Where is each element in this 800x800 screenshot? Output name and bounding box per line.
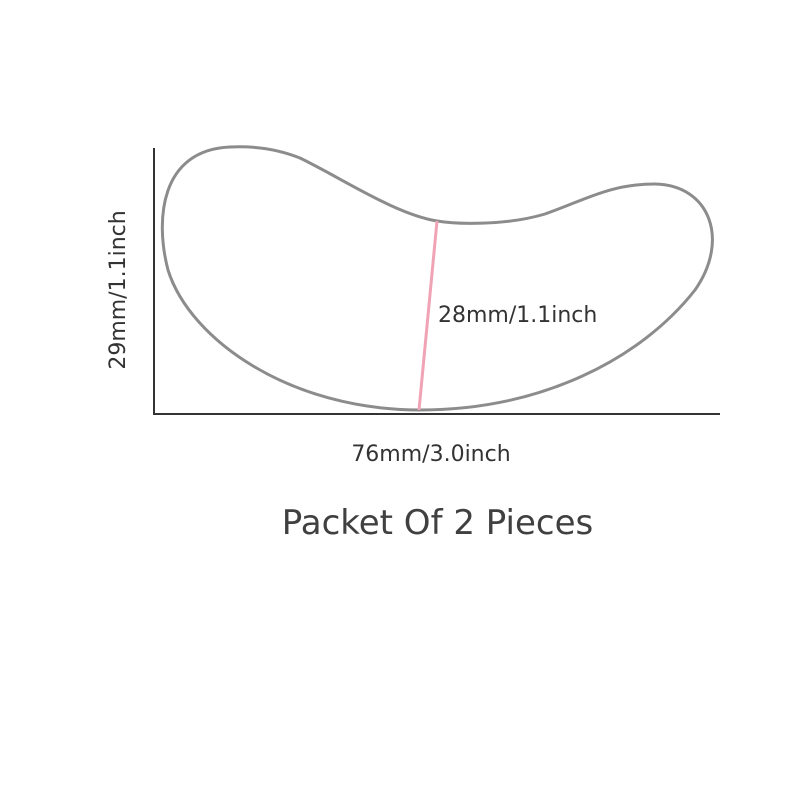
inner-height-measure-line [417, 220, 439, 411]
packet-caption: Packet Of 2 Pieces [281, 503, 594, 543]
height-label: 29mm/1.1inch [106, 210, 131, 369]
inner-height-label: 28mm/1.1inch [438, 303, 597, 328]
width-label: 76mm/3.0inch [351, 442, 510, 467]
patch-outline [160, 145, 714, 412]
